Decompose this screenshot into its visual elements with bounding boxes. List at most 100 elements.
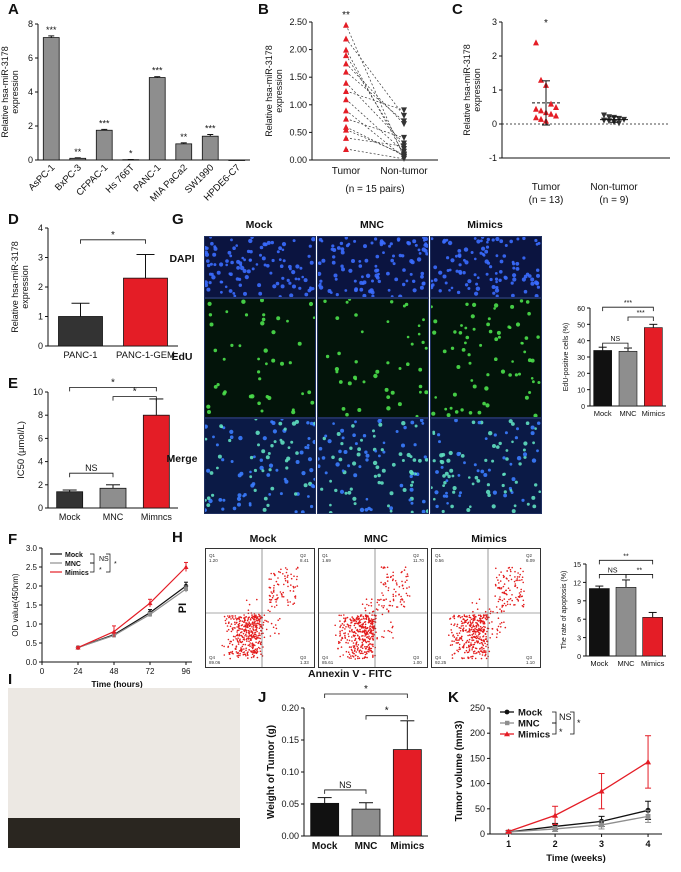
microscopy-merge-mock [204, 418, 316, 514]
significance-label: *** [205, 124, 216, 134]
legend-marker [504, 709, 510, 715]
svg-text:Q2: Q2 [413, 553, 420, 558]
significance-bracket [627, 316, 654, 321]
tumor-point [343, 35, 349, 42]
significance-label: ** [74, 147, 82, 157]
significance-label: *** [637, 310, 645, 317]
y-tick-label: 100 [470, 779, 485, 789]
y-tick-label: 0.50 [289, 127, 307, 137]
data-point [645, 758, 652, 765]
nontumor-point [401, 112, 407, 119]
nontumor-point [401, 155, 407, 162]
x-tick-label: 3 [599, 839, 604, 849]
nontumor-point [616, 115, 622, 122]
nontumor-point [606, 114, 612, 121]
y-axis-title: IC50 (μmol/L) [16, 421, 27, 479]
svg-text:92.25: 92.25 [435, 660, 447, 665]
tumor-point [343, 88, 349, 94]
pair-line [345, 90, 405, 111]
pair-line [345, 129, 405, 155]
panel-letter-K: K [448, 689, 459, 706]
y-axis-title: Relative hsa-miR-3178 [264, 45, 274, 137]
tumor-point [343, 60, 349, 67]
microscopy-column-label: Mock [246, 219, 273, 231]
y-tick-label: 0 [480, 829, 485, 839]
x-tick-label: Non-tumor [380, 166, 428, 177]
tumor-point [343, 52, 349, 59]
significance-label: * [544, 18, 548, 29]
bar [589, 588, 610, 657]
y-axis-title: expression [274, 69, 284, 113]
y-tick-label: 0.10 [281, 767, 299, 777]
significance-label: *** [152, 66, 163, 76]
significance-label: * [385, 706, 389, 717]
svg-text:Q2: Q2 [300, 553, 307, 558]
data-point [552, 812, 559, 818]
x-tick-label: (n = 13) [529, 195, 564, 206]
series-line [77, 588, 187, 649]
flow-x-axis-title: Annexin V - FITC [308, 668, 392, 680]
y-tick-label: 0.00 [289, 155, 307, 165]
significance-label: NS [610, 336, 620, 343]
y-tick-label: 4 [28, 87, 33, 97]
y-tick-label: 2.50 [289, 17, 307, 27]
x-axis-title: Time (hours) [91, 679, 142, 689]
pair-line [345, 148, 405, 160]
x-tick-label: AsPC-1 [26, 162, 57, 193]
flow-plot-mock: Q1 1.20 Q2 8.41 Q4 89.06 Q3 1.33 [205, 548, 315, 668]
x-axis-title: Time (weeks) [546, 853, 606, 864]
tumor-point [343, 79, 349, 86]
svg-text:Q4: Q4 [322, 655, 329, 660]
y-tick-label: 12 [573, 580, 581, 587]
y-axis-title: expression [20, 265, 30, 309]
x-tick-label: 0 [40, 667, 45, 676]
y-tick-label: 0.15 [281, 735, 299, 745]
legend-label: MNC [65, 561, 81, 568]
data-point [598, 788, 605, 794]
x-tick-label: PANC-1-GEM [116, 350, 175, 361]
bar [175, 143, 193, 161]
tumor-point [343, 107, 349, 114]
tumor-point [548, 100, 554, 107]
y-tick-label: 40 [577, 339, 585, 346]
x-tick-label: 72 [146, 667, 155, 676]
y-tick-label: 1.0 [26, 620, 38, 629]
significance-label: * [114, 561, 117, 568]
tumor-point [343, 134, 349, 141]
svg-text:Q1: Q1 [322, 553, 329, 558]
y-tick-label: 2.5 [26, 563, 38, 572]
legend-label: Mock [65, 552, 83, 559]
y-tick-label: 6 [28, 53, 33, 63]
x-tick-label: 24 [74, 667, 83, 676]
tumor-point [343, 46, 349, 53]
y-tick-label: 30 [577, 355, 585, 362]
x-tick-label: Tumor [532, 182, 561, 193]
data-point [599, 822, 604, 828]
data-point [184, 587, 188, 592]
y-tick-label: 10 [577, 388, 585, 395]
tumor-point [343, 126, 349, 133]
microscopy-merge-mimics [430, 418, 542, 514]
bar [644, 327, 663, 407]
nontumor-point [401, 151, 407, 158]
tumor-point [548, 110, 554, 117]
legend-label: Mimics [518, 730, 550, 741]
bar [58, 316, 103, 347]
svg-text:8.41: 8.41 [300, 558, 309, 563]
significance-bracket [324, 693, 408, 698]
significance-label: ** [623, 553, 629, 560]
bar [99, 487, 127, 509]
bar [95, 129, 113, 161]
microscopy-edu-mimics [430, 298, 542, 418]
significance-bracket [552, 722, 557, 735]
tumor-point [538, 76, 544, 83]
flow-plot-mnc: Q1 1.69 Q2 11.70 Q4 85.61 Q3 1.00 [318, 548, 428, 668]
y-axis-title: EdU-positive cells (%) [563, 323, 570, 391]
x-tick-label: Mimics [642, 409, 666, 418]
microscopy-row-label: DAPI [169, 253, 194, 265]
series-line [508, 809, 649, 833]
x-tick-label: Mock [59, 512, 81, 522]
significance-bracket [90, 553, 95, 564]
panel-letter-G: G [172, 211, 184, 228]
pair-line [345, 137, 405, 147]
